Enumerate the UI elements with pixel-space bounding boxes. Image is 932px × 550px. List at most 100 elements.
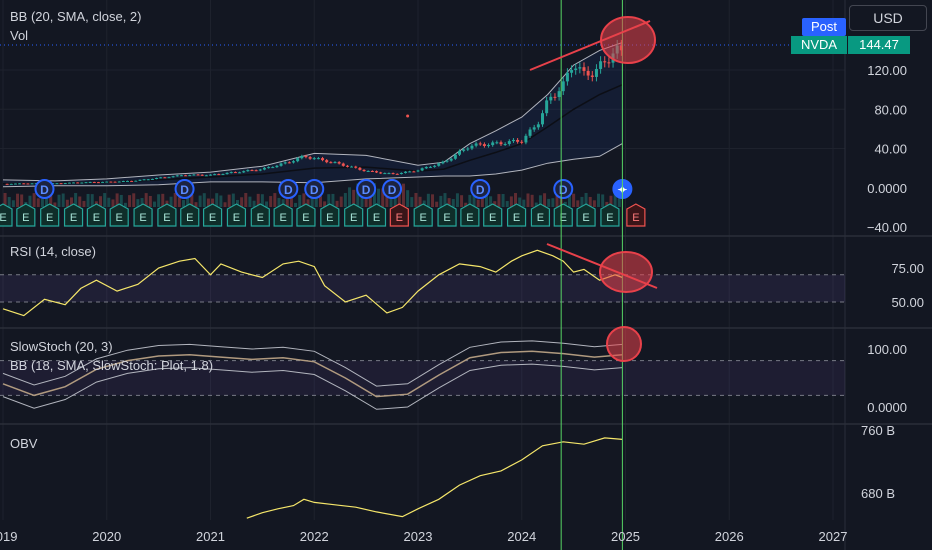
earnings-marker bbox=[576, 203, 596, 227]
candle-body bbox=[287, 162, 291, 164]
candle-body bbox=[217, 174, 221, 176]
volume-bar bbox=[16, 193, 20, 207]
volume-bar bbox=[534, 202, 538, 207]
volume-bar bbox=[140, 198, 144, 207]
candle-body bbox=[200, 174, 204, 176]
earnings-marker-glyph: E bbox=[0, 212, 7, 224]
rsi-line bbox=[2, 249, 623, 317]
earnings-marker-glyph: E bbox=[163, 212, 170, 224]
volume-bar bbox=[256, 193, 260, 207]
obv-line bbox=[246, 437, 623, 519]
volume-bar bbox=[136, 199, 140, 207]
volume-bar bbox=[28, 195, 32, 207]
earnings-marker-glyph: E bbox=[489, 212, 496, 224]
candle-body bbox=[586, 70, 590, 76]
currency-select[interactable]: USD bbox=[849, 5, 927, 31]
dividend-marker bbox=[553, 179, 574, 199]
earnings-marker-glyph: E bbox=[93, 212, 100, 224]
candle-body bbox=[362, 169, 366, 172]
earnings-marker-glyph: E bbox=[632, 212, 639, 224]
volume-bar bbox=[157, 194, 161, 207]
volume-bar bbox=[597, 193, 601, 207]
candle-body bbox=[516, 139, 520, 142]
earnings-marker-glyph: E bbox=[209, 212, 216, 224]
volume-bar bbox=[489, 196, 493, 207]
bb-indicator-label[interactable]: BB (20, SMA, close, 2) bbox=[10, 9, 142, 24]
volume-bar bbox=[605, 201, 609, 207]
volume-bar bbox=[294, 202, 298, 207]
obv-label[interactable]: OBV bbox=[10, 436, 38, 451]
earnings-marker bbox=[250, 203, 270, 227]
volume-bar bbox=[509, 196, 513, 207]
candle-body bbox=[192, 174, 196, 176]
candle-body bbox=[117, 181, 121, 183]
candle-body bbox=[458, 150, 461, 155]
earnings-marker bbox=[226, 203, 247, 227]
volume-bar bbox=[57, 194, 61, 207]
candle-body bbox=[499, 142, 503, 145]
volume-bar bbox=[464, 202, 468, 207]
dividend-marker-glyph: D bbox=[40, 183, 49, 197]
earnings-marker bbox=[506, 203, 527, 227]
volume-bar bbox=[551, 198, 555, 207]
dividend-marker bbox=[304, 179, 325, 199]
volume-bar bbox=[82, 200, 86, 207]
earnings-marker-glyph: E bbox=[22, 212, 29, 224]
dividend-marker bbox=[470, 179, 491, 199]
stoch-bb-label[interactable]: BB (18, SMA, SlowStoch: Plot, 1.8) bbox=[10, 358, 214, 373]
candle-body bbox=[246, 170, 250, 172]
volume-bar bbox=[32, 193, 36, 207]
candle-body bbox=[88, 181, 92, 183]
candle-body bbox=[557, 91, 561, 98]
candle-body bbox=[225, 172, 229, 175]
candle-body bbox=[474, 143, 478, 146]
rsi-label[interactable]: RSI (14, close) bbox=[10, 244, 96, 259]
candle-body bbox=[279, 163, 283, 166]
candle-body bbox=[441, 161, 445, 164]
earnings-marker-glyph: E bbox=[466, 212, 473, 224]
volume-bar bbox=[132, 193, 136, 207]
bollinger-bands bbox=[2, 42, 623, 188]
earnings-marker-glyph: E bbox=[443, 212, 450, 224]
candle-body bbox=[300, 156, 304, 159]
earnings-marker bbox=[320, 203, 340, 227]
candle-body bbox=[578, 67, 582, 69]
candle-body bbox=[462, 149, 466, 151]
event-markers: D D D D D D D D ✦E E E E E E E E E E E E E E E E E E E E E E E E E E E E bbox=[0, 179, 646, 227]
volume-bar bbox=[447, 198, 451, 207]
candle-body bbox=[9, 183, 13, 185]
candle-body bbox=[354, 166, 358, 168]
candle-body bbox=[495, 142, 499, 144]
earnings-marker-glyph: E bbox=[46, 212, 53, 224]
candle-body bbox=[196, 174, 200, 176]
candle-body bbox=[113, 181, 117, 183]
earnings-marker-glyph: E bbox=[233, 212, 240, 224]
candle-body bbox=[337, 162, 341, 164]
candle-body bbox=[590, 75, 594, 77]
volume-label[interactable]: Vol bbox=[10, 28, 29, 43]
candle-body bbox=[275, 165, 279, 168]
candle-body bbox=[209, 174, 212, 176]
bb-upper-line bbox=[2, 42, 623, 182]
volume-bar bbox=[231, 193, 235, 207]
earnings-marker bbox=[483, 203, 503, 227]
volume-bar bbox=[460, 195, 464, 207]
candle-body bbox=[175, 175, 179, 177]
candle-body bbox=[150, 178, 154, 180]
volume-bar bbox=[206, 198, 210, 207]
candle-body bbox=[84, 182, 88, 184]
earnings-marker bbox=[0, 203, 13, 227]
candle-body bbox=[134, 180, 138, 182]
volume-bar bbox=[169, 196, 173, 207]
volume-bar bbox=[20, 194, 24, 207]
dividend-marker-glyph: D bbox=[180, 183, 189, 197]
volume-bar bbox=[111, 199, 115, 207]
stoch-label[interactable]: SlowStoch (20, 3) bbox=[10, 339, 113, 354]
stoch-axis-tick: 100.00 bbox=[867, 342, 907, 357]
earnings-marker bbox=[63, 203, 84, 227]
obv-panel bbox=[246, 437, 623, 519]
volume-bar bbox=[277, 197, 281, 207]
candle-body bbox=[487, 145, 491, 147]
candle-body bbox=[491, 142, 495, 146]
